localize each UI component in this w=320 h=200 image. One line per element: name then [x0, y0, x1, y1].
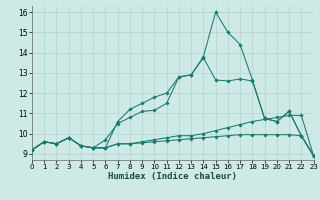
X-axis label: Humidex (Indice chaleur): Humidex (Indice chaleur) — [108, 172, 237, 181]
